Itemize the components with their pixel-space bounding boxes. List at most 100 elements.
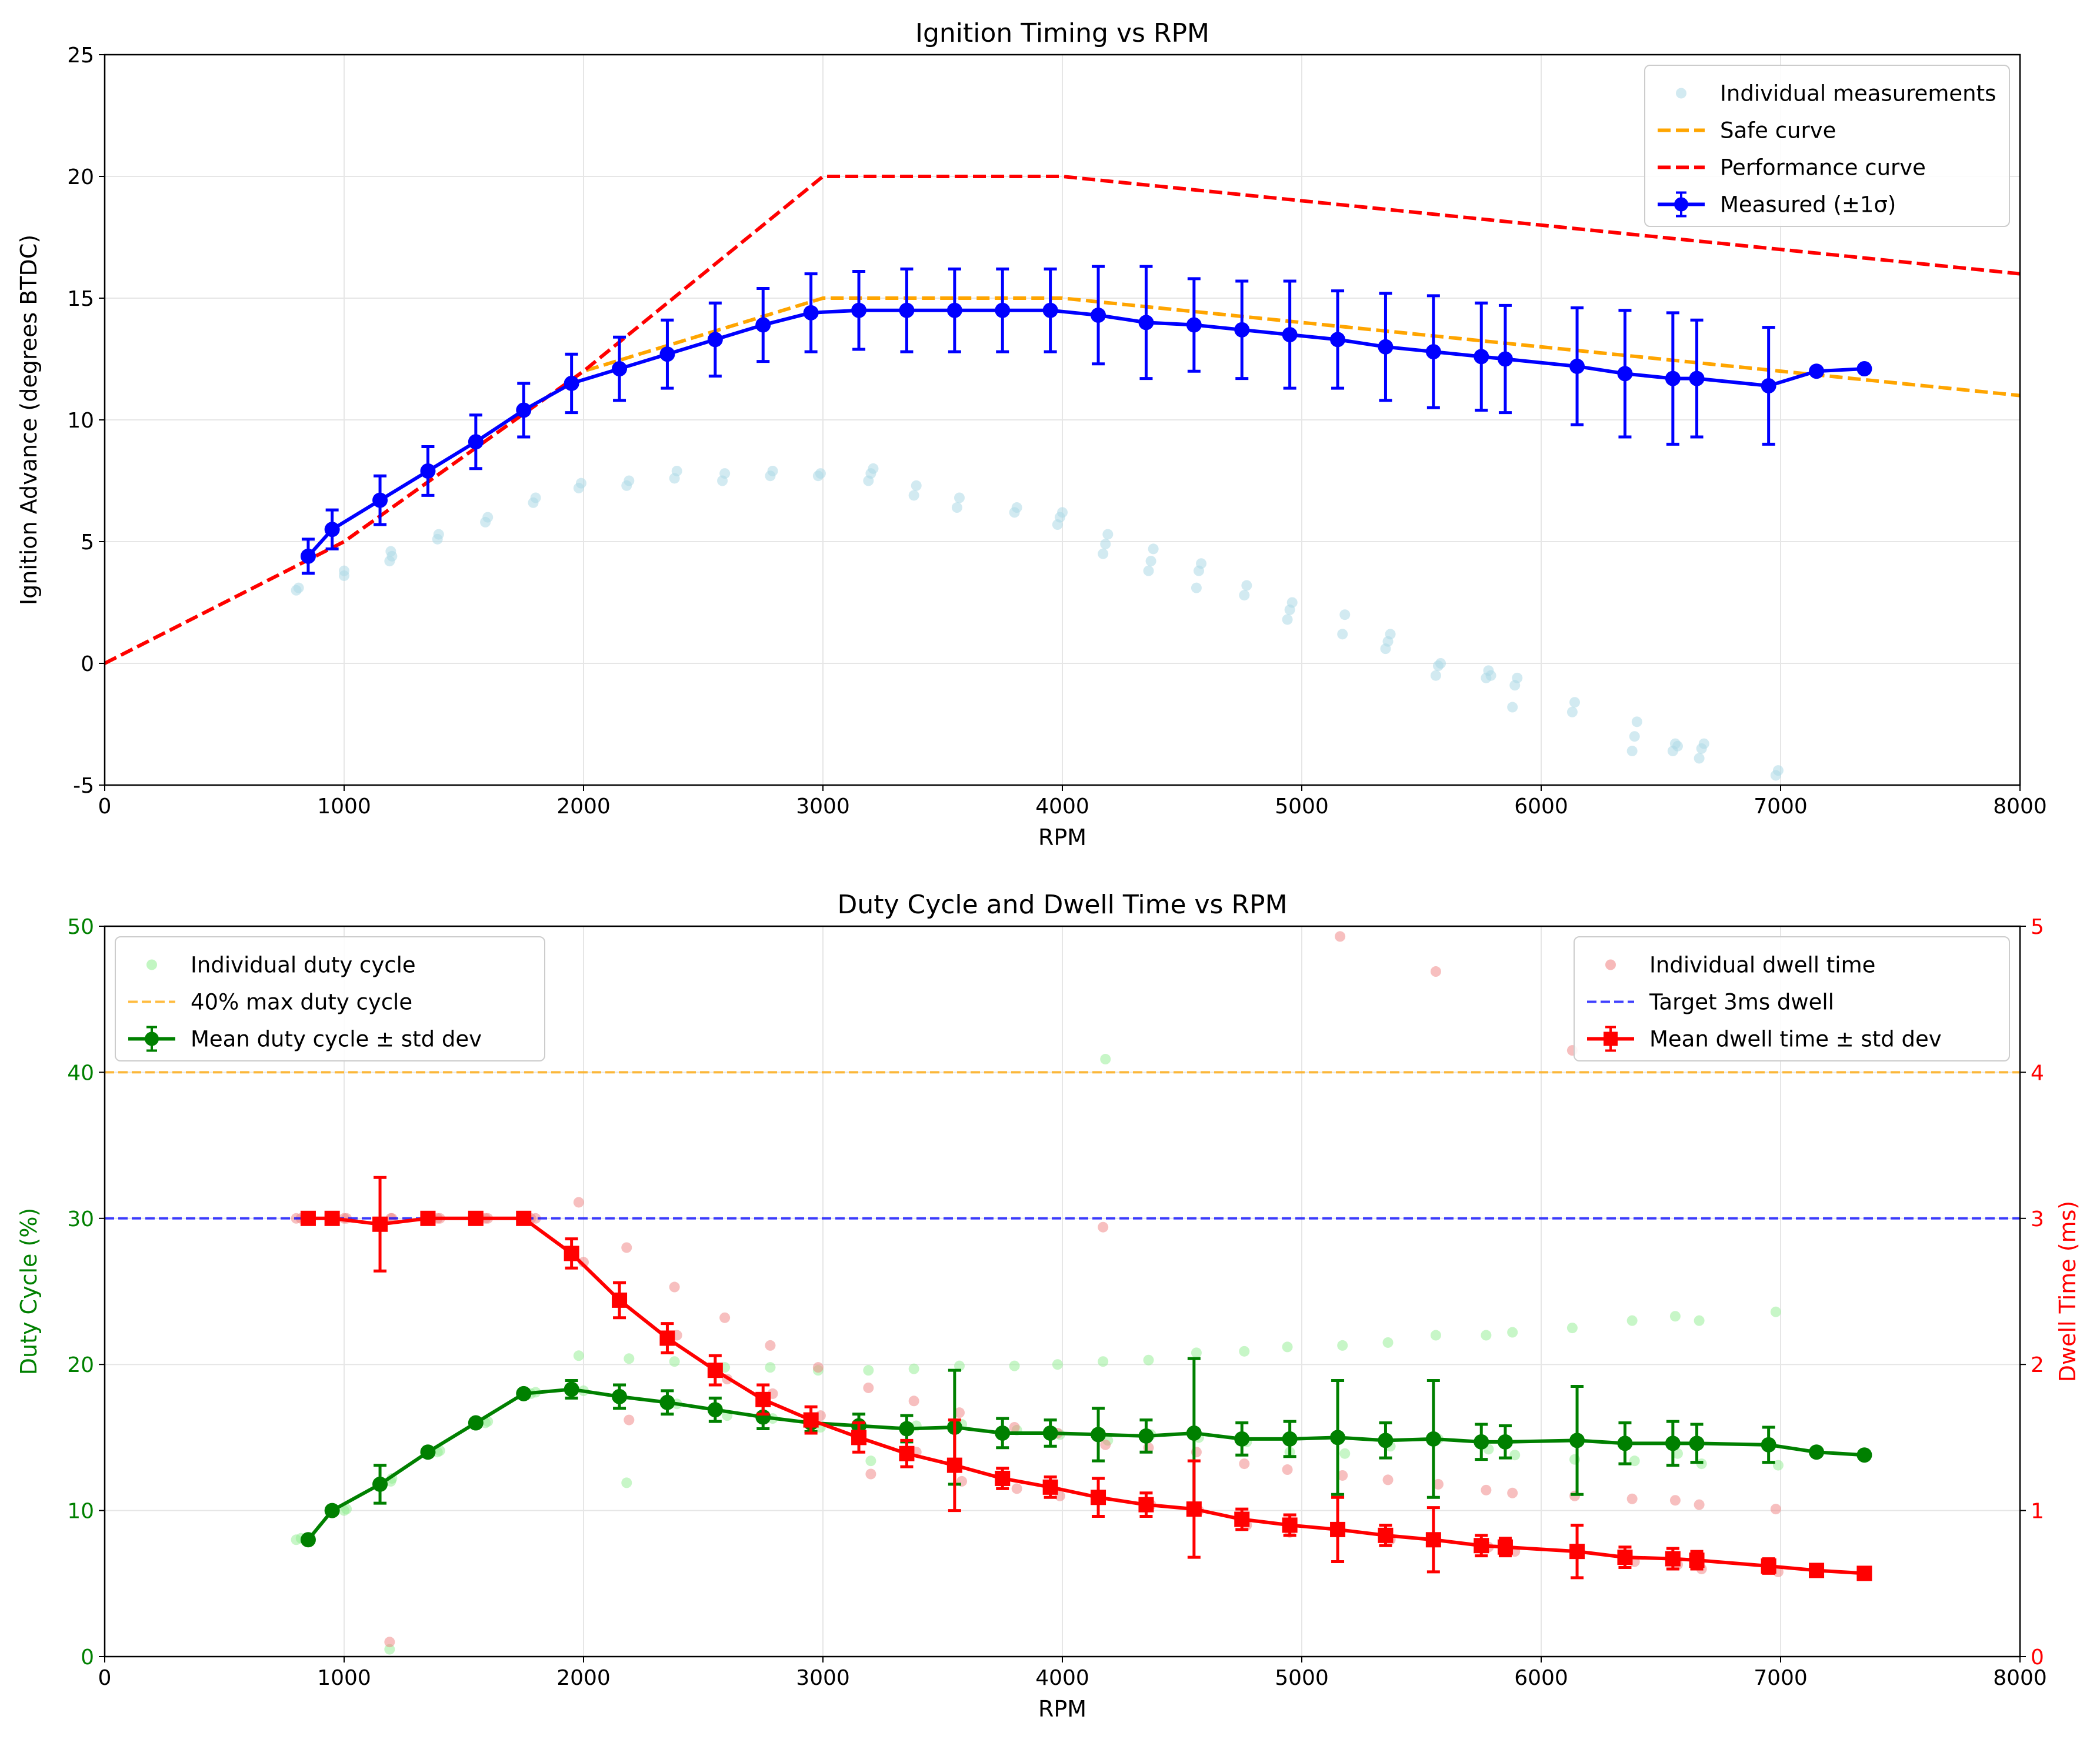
series-5-marker	[1497, 1539, 1513, 1555]
y-axis-label: Ignition Advance (degrees BTDC)	[16, 235, 42, 605]
series-2-marker	[564, 1381, 579, 1397]
legend-label: Individual duty cycle	[191, 953, 416, 978]
series-2-marker	[1474, 1434, 1489, 1450]
series-3-point	[621, 1242, 632, 1253]
series-3-point	[1481, 1484, 1492, 1495]
series-3-marker	[1809, 363, 1825, 379]
series-3-point	[1432, 1478, 1444, 1490]
series-3-point	[1239, 1458, 1250, 1470]
series-2-marker	[1617, 1435, 1633, 1451]
series-0-point	[1191, 1347, 1202, 1358]
series-0-point	[1672, 740, 1683, 752]
series-3-marker	[755, 317, 771, 333]
series-3-marker	[1761, 378, 1776, 394]
series-2-marker	[707, 1402, 723, 1418]
series-2-marker	[1497, 1434, 1513, 1450]
series-0-point	[1009, 1360, 1020, 1371]
series-0-point	[815, 468, 826, 479]
series-5-marker	[612, 1292, 628, 1308]
x-tick-label: 4000	[1035, 1666, 1089, 1690]
series-0-point	[530, 492, 541, 503]
legend-frame	[1574, 936, 2010, 1061]
series-0-point	[1626, 746, 1638, 757]
series-5-marker	[1856, 1565, 1872, 1581]
legend: Individual measurements Safe curve Perform…	[1644, 65, 2010, 227]
series-3-point	[669, 1281, 680, 1293]
series-0-point	[1772, 765, 1784, 776]
y-tick-label: 10	[67, 1500, 94, 1524]
series-3-point	[1430, 966, 1441, 977]
series-2-marker	[1282, 1431, 1298, 1447]
series-0-point	[1143, 1354, 1154, 1366]
legend-label: Measured (±1σ)	[1720, 192, 1896, 218]
series-0-point	[1507, 1327, 1518, 1338]
series-5-marker	[1474, 1538, 1489, 1554]
series-5-marker	[1761, 1558, 1776, 1574]
series-0-point	[482, 512, 494, 523]
series-0-point	[1629, 731, 1640, 742]
series-0-point	[1098, 1356, 1109, 1367]
series-0-point	[1191, 582, 1202, 593]
series-3-marker	[803, 305, 819, 321]
x-tick-label: 8000	[1993, 794, 2047, 819]
series-3-point	[530, 1213, 541, 1224]
series-2-marker	[1761, 1437, 1776, 1453]
series-3-point	[624, 1414, 635, 1425]
series-0-point	[384, 1644, 395, 1655]
y-right-axis-label: Dwell Time (ms)	[2055, 1201, 2081, 1382]
series-0-point	[863, 1365, 874, 1376]
legend-handle-point	[1605, 959, 1616, 970]
series-3-marker	[659, 346, 675, 362]
y-tick-label: 40	[67, 1061, 94, 1085]
series-3-point	[954, 1407, 965, 1418]
x-axis-label: RPM	[1038, 824, 1086, 850]
series-0-point	[1102, 529, 1114, 540]
plot-area	[105, 175, 2020, 781]
legend-label: Mean dwell time ± std dev	[1649, 1027, 1942, 1052]
y-tick-label: 25	[67, 44, 94, 68]
series-5-marker	[1282, 1517, 1298, 1533]
series-0-point	[1100, 539, 1111, 550]
series-3-marker	[1138, 315, 1154, 330]
series-3-marker	[707, 332, 723, 348]
y-tick-label: 0	[81, 652, 94, 676]
series-0-point	[1507, 702, 1518, 713]
series-0-point	[719, 468, 731, 479]
series-3-marker	[851, 302, 867, 318]
series-0-point	[1196, 558, 1207, 569]
y-tick-label: 50	[67, 915, 94, 939]
series-3-point	[812, 1362, 824, 1373]
x-tick-label: 2000	[556, 794, 611, 819]
series-0-point	[1698, 738, 1709, 749]
series-0-point	[1631, 716, 1642, 727]
series-5-marker	[468, 1210, 484, 1226]
legend-frame	[115, 936, 545, 1061]
series-5-marker	[803, 1412, 819, 1428]
series-3-point	[1335, 931, 1346, 942]
series-0-point	[1626, 1315, 1638, 1326]
series-3-marker	[1425, 344, 1441, 360]
series-5-marker	[372, 1216, 388, 1232]
y-right-tick-label: 5	[2031, 915, 2044, 939]
y-right-tick-label: 4	[2031, 1061, 2044, 1085]
series-3-marker	[1689, 370, 1705, 386]
y-right-tick-label: 1	[2031, 1500, 2044, 1524]
series-0-point	[1337, 629, 1348, 640]
series-5-marker	[1617, 1550, 1633, 1565]
series-3-marker	[1474, 349, 1489, 365]
series-0-point	[1669, 1311, 1681, 1322]
series-3-point	[1382, 1474, 1394, 1485]
series-0-point	[868, 463, 879, 474]
y-axis-label: Duty Cycle (%)	[16, 1208, 42, 1376]
series-2-marker	[1689, 1435, 1705, 1451]
series-5-marker	[755, 1391, 771, 1407]
series-2-marker	[1856, 1447, 1872, 1463]
series-3-point	[863, 1382, 874, 1393]
series-3-marker	[1569, 358, 1585, 374]
series-3-point	[1507, 1487, 1518, 1498]
series-2-marker	[1809, 1444, 1825, 1460]
series-5-marker	[995, 1470, 1011, 1486]
series-0-point	[293, 582, 304, 593]
series-3-point	[1669, 1495, 1681, 1506]
series-3-marker	[995, 302, 1011, 318]
